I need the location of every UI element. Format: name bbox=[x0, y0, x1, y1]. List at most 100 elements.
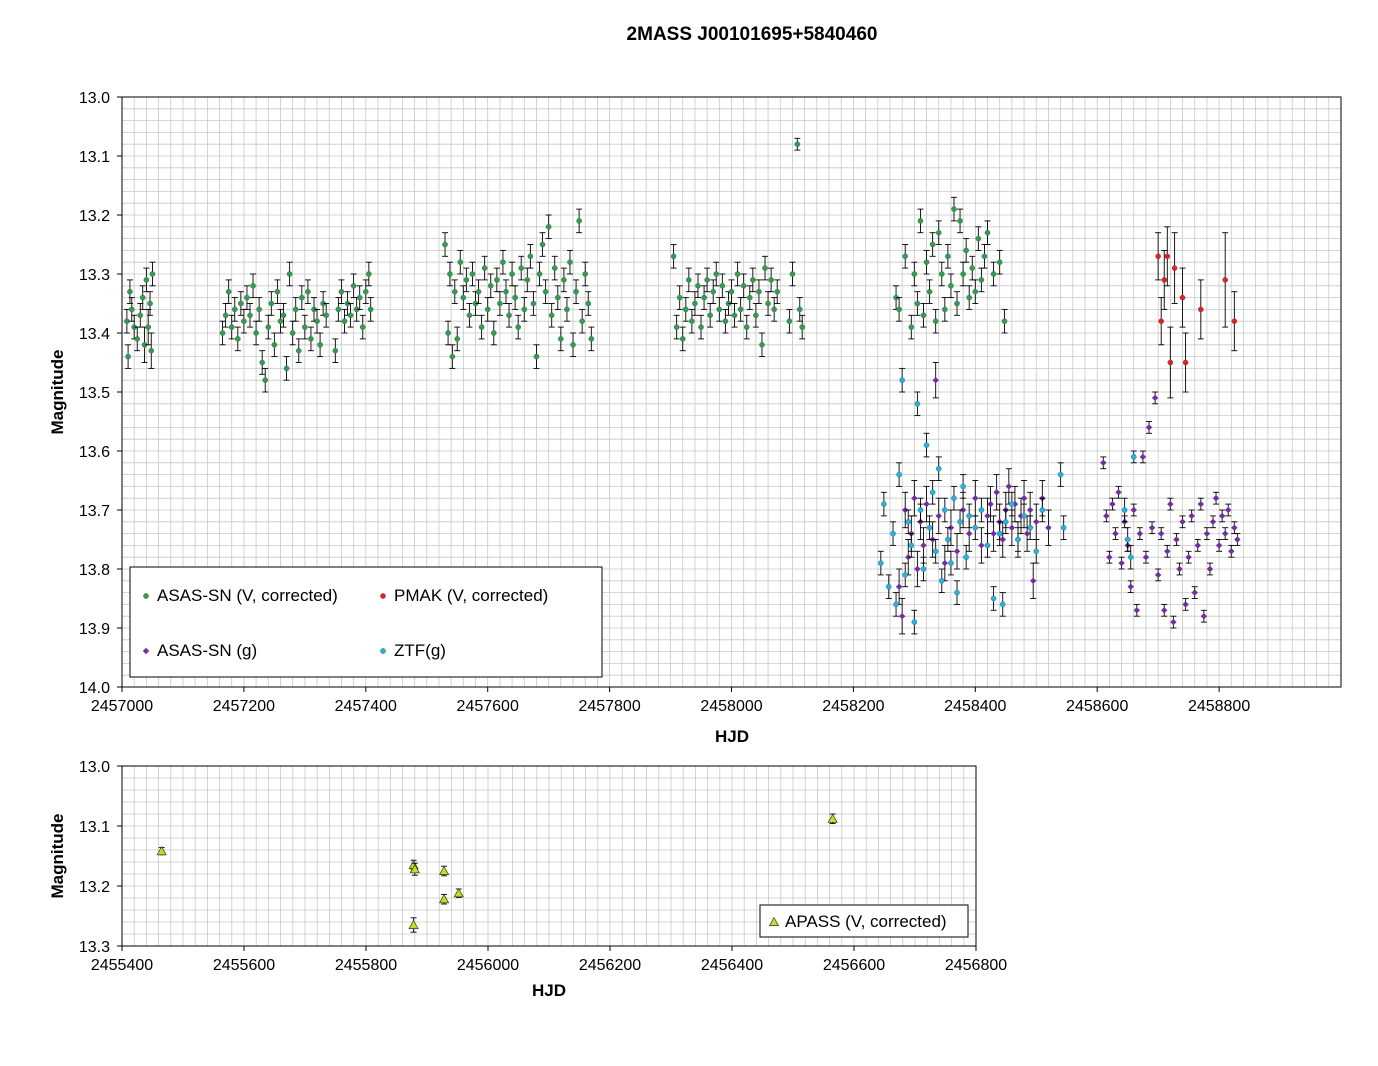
data-point bbox=[222, 312, 229, 319]
data-point bbox=[957, 519, 963, 525]
data-point bbox=[259, 359, 265, 366]
data-point bbox=[460, 294, 467, 301]
data-point bbox=[503, 288, 509, 295]
data-point bbox=[1234, 536, 1241, 543]
data-point bbox=[701, 294, 707, 301]
x-tick-label: 2458400 bbox=[944, 698, 1006, 715]
data-point bbox=[148, 347, 155, 354]
data-point bbox=[799, 324, 806, 330]
data-point bbox=[262, 377, 269, 384]
data-point bbox=[409, 863, 420, 874]
data-point bbox=[1103, 512, 1110, 520]
data-point bbox=[1176, 565, 1183, 573]
data-point bbox=[938, 578, 945, 584]
data-point bbox=[359, 324, 366, 330]
data-point bbox=[265, 324, 272, 330]
data-point bbox=[987, 500, 994, 508]
data-point bbox=[716, 306, 723, 313]
data-point bbox=[890, 530, 896, 537]
series-apass-v bbox=[156, 813, 838, 933]
data-point bbox=[978, 277, 985, 283]
data-point bbox=[759, 341, 765, 348]
data-point bbox=[914, 565, 921, 573]
data-point bbox=[567, 259, 573, 266]
data-point bbox=[746, 294, 753, 301]
data-point bbox=[796, 306, 803, 313]
data-point bbox=[935, 465, 942, 472]
data-point bbox=[926, 524, 933, 531]
legend-box bbox=[759, 904, 969, 938]
data-point bbox=[527, 253, 534, 260]
data-point bbox=[494, 277, 500, 283]
data-point bbox=[277, 318, 284, 325]
data-point bbox=[332, 347, 339, 354]
data-point bbox=[789, 271, 796, 277]
data-point bbox=[1194, 542, 1201, 549]
data-point bbox=[454, 336, 461, 342]
data-point bbox=[573, 288, 579, 295]
data-point bbox=[978, 507, 985, 513]
data-point bbox=[1182, 601, 1189, 608]
data-point bbox=[966, 513, 973, 519]
y-tick-label: 13.2 bbox=[79, 208, 110, 225]
data-point bbox=[941, 559, 949, 567]
y-axis-ticks: 13.0 13.1 13.2 13.3 13.4 13.5 13.6 13.7 13.8 13.9… bbox=[79, 90, 122, 697]
data-point bbox=[1200, 613, 1208, 620]
data-point bbox=[737, 306, 744, 313]
data-point bbox=[917, 507, 924, 513]
y-tick-label: 14.0 bbox=[79, 680, 110, 697]
data-point bbox=[695, 282, 701, 289]
data-point bbox=[896, 471, 902, 478]
data-point bbox=[149, 271, 156, 277]
data-point bbox=[1182, 359, 1189, 366]
y-tick-label: 13.1 bbox=[79, 149, 110, 166]
data-point bbox=[1005, 483, 1013, 490]
data-point bbox=[235, 336, 241, 342]
data-point bbox=[139, 294, 146, 301]
data-point bbox=[972, 524, 979, 531]
data-point bbox=[449, 353, 456, 360]
data-point bbox=[1228, 548, 1235, 555]
data-point bbox=[545, 223, 552, 230]
data-point bbox=[975, 235, 982, 242]
data-point bbox=[1124, 536, 1131, 543]
data-point bbox=[268, 300, 275, 307]
data-point bbox=[938, 271, 945, 277]
data-point bbox=[286, 271, 293, 277]
data-point bbox=[137, 312, 144, 319]
legend-entry: ASAS-SN (V, corrected) bbox=[157, 586, 338, 605]
data-point bbox=[250, 282, 256, 289]
data-point bbox=[308, 336, 314, 342]
x-tick-label: 2456800 bbox=[945, 957, 1007, 974]
data-point bbox=[898, 613, 906, 620]
data-point bbox=[1231, 318, 1238, 325]
data-point bbox=[506, 312, 512, 319]
data-point bbox=[999, 536, 1006, 543]
data-point bbox=[929, 536, 936, 543]
data-point bbox=[588, 336, 595, 342]
data-point bbox=[1021, 513, 1027, 519]
data-point bbox=[1151, 394, 1159, 402]
data-point bbox=[771, 306, 777, 313]
data-point bbox=[490, 330, 497, 336]
y-axis-ticks: 13.0 13.1 13.2 13.3 bbox=[79, 759, 122, 956]
data-point bbox=[1173, 536, 1180, 543]
data-point bbox=[228, 324, 235, 330]
data-point bbox=[302, 324, 308, 330]
data-point bbox=[1157, 530, 1165, 537]
data-point bbox=[1115, 489, 1122, 496]
data-point bbox=[542, 288, 549, 295]
data-point bbox=[1033, 518, 1040, 525]
data-point bbox=[219, 330, 226, 336]
data-point bbox=[902, 572, 909, 578]
data-point bbox=[1221, 530, 1229, 537]
legend-marker bbox=[380, 593, 386, 599]
data-point bbox=[969, 265, 976, 271]
x-axis-label: HJD bbox=[715, 727, 749, 746]
legend: ASAS-SN (V, corrected) PMAK (V, corrected… bbox=[129, 566, 603, 678]
data-point bbox=[127, 288, 133, 295]
data-point bbox=[1118, 559, 1125, 567]
data-point bbox=[518, 265, 525, 271]
data-point bbox=[911, 619, 918, 625]
data-point bbox=[1060, 524, 1067, 531]
